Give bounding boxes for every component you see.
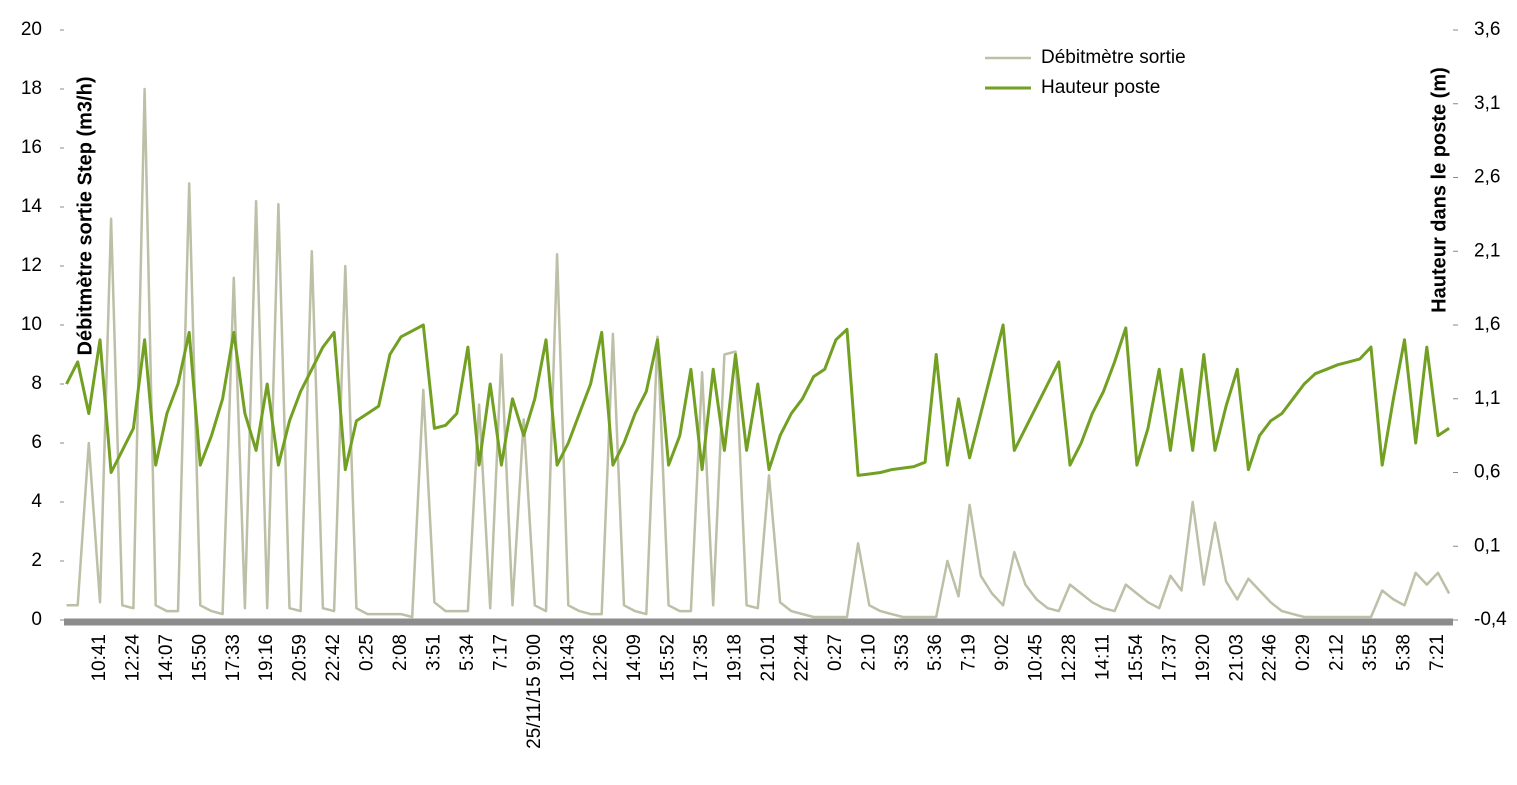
x-tick-label: 2:10 — [858, 634, 879, 671]
x-tick-label: 14:11 — [1092, 634, 1113, 680]
x-tick-label: 2:08 — [390, 634, 411, 671]
y2-tick-label: 2,1 — [1474, 240, 1500, 261]
y2-tick-label: 3,1 — [1474, 93, 1500, 114]
y2-tick-label: 0,1 — [1474, 535, 1500, 556]
x-tick-label: 17:35 — [691, 634, 712, 682]
x-tick-label: 7:19 — [959, 634, 980, 671]
x-tick-label: 3:51 — [423, 634, 444, 671]
legend-label: Débitmètre sortie — [1041, 47, 1186, 68]
x-tick-label: 25/11/15 9:00 — [524, 634, 545, 749]
x-tick-label: 20:59 — [290, 634, 311, 682]
y-tick-label: 14 — [21, 196, 43, 217]
y2-tick-label: 2,6 — [1474, 167, 1500, 188]
x-tick-label: 5:38 — [1394, 634, 1415, 671]
y-tick-label: 4 — [31, 491, 42, 512]
series-line — [65, 323, 1450, 477]
y-tick-label: 18 — [21, 78, 42, 99]
x-tick-label: 15:54 — [1126, 634, 1147, 682]
x-tick-label: 19:18 — [725, 634, 746, 682]
y-tick-label: 10 — [21, 314, 42, 335]
x-tick-label: 22:42 — [323, 634, 344, 682]
y-tick-label: 6 — [31, 432, 42, 453]
series-line — [66, 87, 1451, 619]
x-tick-label: 7:17 — [490, 634, 511, 671]
x-tick-label: 15:50 — [189, 634, 210, 682]
x-tick-label: 22:44 — [791, 634, 812, 682]
x-tick-label: 14:09 — [624, 634, 645, 682]
y2-tick-label: 1,1 — [1474, 388, 1500, 409]
x-tick-label: 7:21 — [1427, 634, 1448, 671]
x-tick-label: 3:55 — [1360, 634, 1381, 671]
x-tick-label: 0:29 — [1293, 634, 1314, 671]
x-tick-label: 3:53 — [892, 634, 913, 671]
x-tick-label: 12:24 — [122, 634, 143, 682]
y-tick-label: 20 — [21, 19, 42, 40]
x-tick-label: 19:20 — [1193, 634, 1214, 682]
x-tick-label: 5:36 — [925, 634, 946, 671]
x-tick-label: 22:46 — [1260, 634, 1281, 682]
x-tick-label: 14:07 — [156, 634, 177, 682]
y2-tick-label: -0,4 — [1474, 609, 1507, 630]
x-tick-label: 21:03 — [1226, 634, 1247, 682]
y2-axis-title: Hauteur dans le poste (m) — [1428, 67, 1450, 313]
y2-tick-label: 3,6 — [1474, 19, 1500, 40]
y-tick-label: 16 — [21, 137, 42, 158]
x-tick-label: 19:16 — [256, 634, 277, 682]
x-tick-label: 0:25 — [357, 634, 378, 671]
y-tick-label: 2 — [31, 550, 42, 571]
y2-tick-label: 0,6 — [1474, 462, 1500, 483]
legend-label: Hauteur poste — [1041, 77, 1160, 98]
x-tick-label: 10:45 — [1026, 634, 1047, 682]
y-tick-label: 12 — [21, 255, 42, 276]
y2-tick-label: 1,6 — [1474, 314, 1500, 335]
x-tick-label: 5:34 — [457, 634, 478, 671]
y-axis-title: Débitmètre sortie Step (m3/h) — [74, 77, 96, 356]
y-tick-label: 8 — [31, 373, 42, 394]
x-tick-label: 15:52 — [658, 634, 679, 682]
x-tick-label: 21:01 — [758, 634, 779, 682]
x-tick-label: 0:27 — [825, 634, 846, 671]
x-tick-label: 17:33 — [223, 634, 244, 682]
x-tick-label: 2:12 — [1327, 634, 1348, 671]
y-tick-label: 0 — [31, 609, 42, 630]
x-tick-label: 17:37 — [1159, 634, 1180, 682]
x-tick-label: 12:28 — [1059, 634, 1080, 682]
x-tick-label: 10:43 — [557, 634, 578, 682]
x-tick-label: 9:02 — [992, 634, 1013, 671]
x-tick-label: 10:41 — [89, 634, 110, 682]
x-tick-label: 12:26 — [591, 634, 612, 682]
